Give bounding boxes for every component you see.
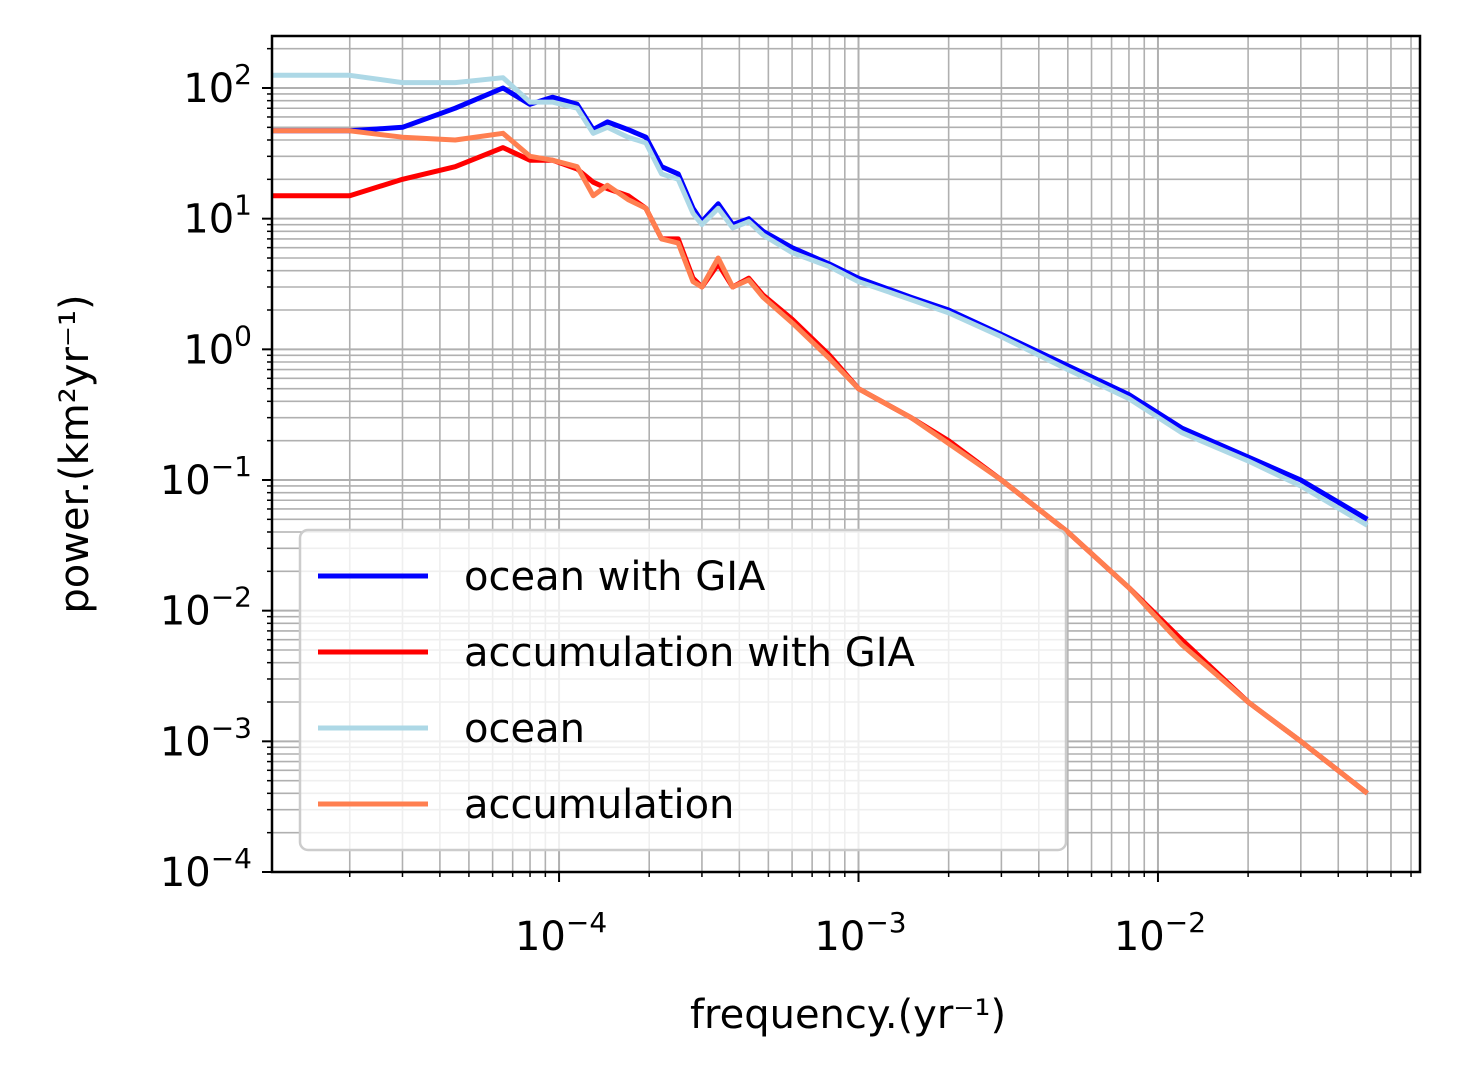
plot-lines	[272, 72, 1369, 796]
x-tick-label: 10−2	[1114, 906, 1206, 960]
legend-label: accumulation with GIA	[464, 630, 915, 676]
x-axis-label: frequency.(yr⁻¹)	[690, 992, 1006, 1038]
y-tick-label: 102	[183, 58, 252, 112]
x-tick-label: 10−4	[515, 906, 607, 960]
y-tick-label: 101	[183, 189, 252, 243]
legend-label: accumulation	[464, 782, 734, 828]
legend-box	[298, 528, 1068, 852]
y-tick-label: 10−4	[160, 842, 252, 896]
series-line-4	[272, 128, 1369, 796]
x-tick-label: 10−3	[814, 906, 906, 960]
y-tick-label: 10−2	[160, 581, 252, 635]
tick-labels: 10−4 10−3 10−2 102 101 100 10−1 10−2 10−3 10−4	[160, 58, 1206, 960]
legend-label: ocean with GIA	[464, 554, 766, 600]
y-tick-label: 10−3	[160, 711, 252, 765]
y-tick-label: 100	[183, 319, 252, 373]
axis-ticks	[262, 47, 1412, 882]
legend-label: ocean	[464, 706, 585, 752]
plot-frame	[270, 34, 1422, 874]
series-line-3	[272, 72, 1369, 528]
y-tick-label: 10−1	[160, 450, 252, 504]
legend: ocean with GIA accumulation with GIA ocean…	[298, 528, 1068, 852]
y-axis-label: power.(km²yr⁻¹)	[52, 294, 98, 613]
